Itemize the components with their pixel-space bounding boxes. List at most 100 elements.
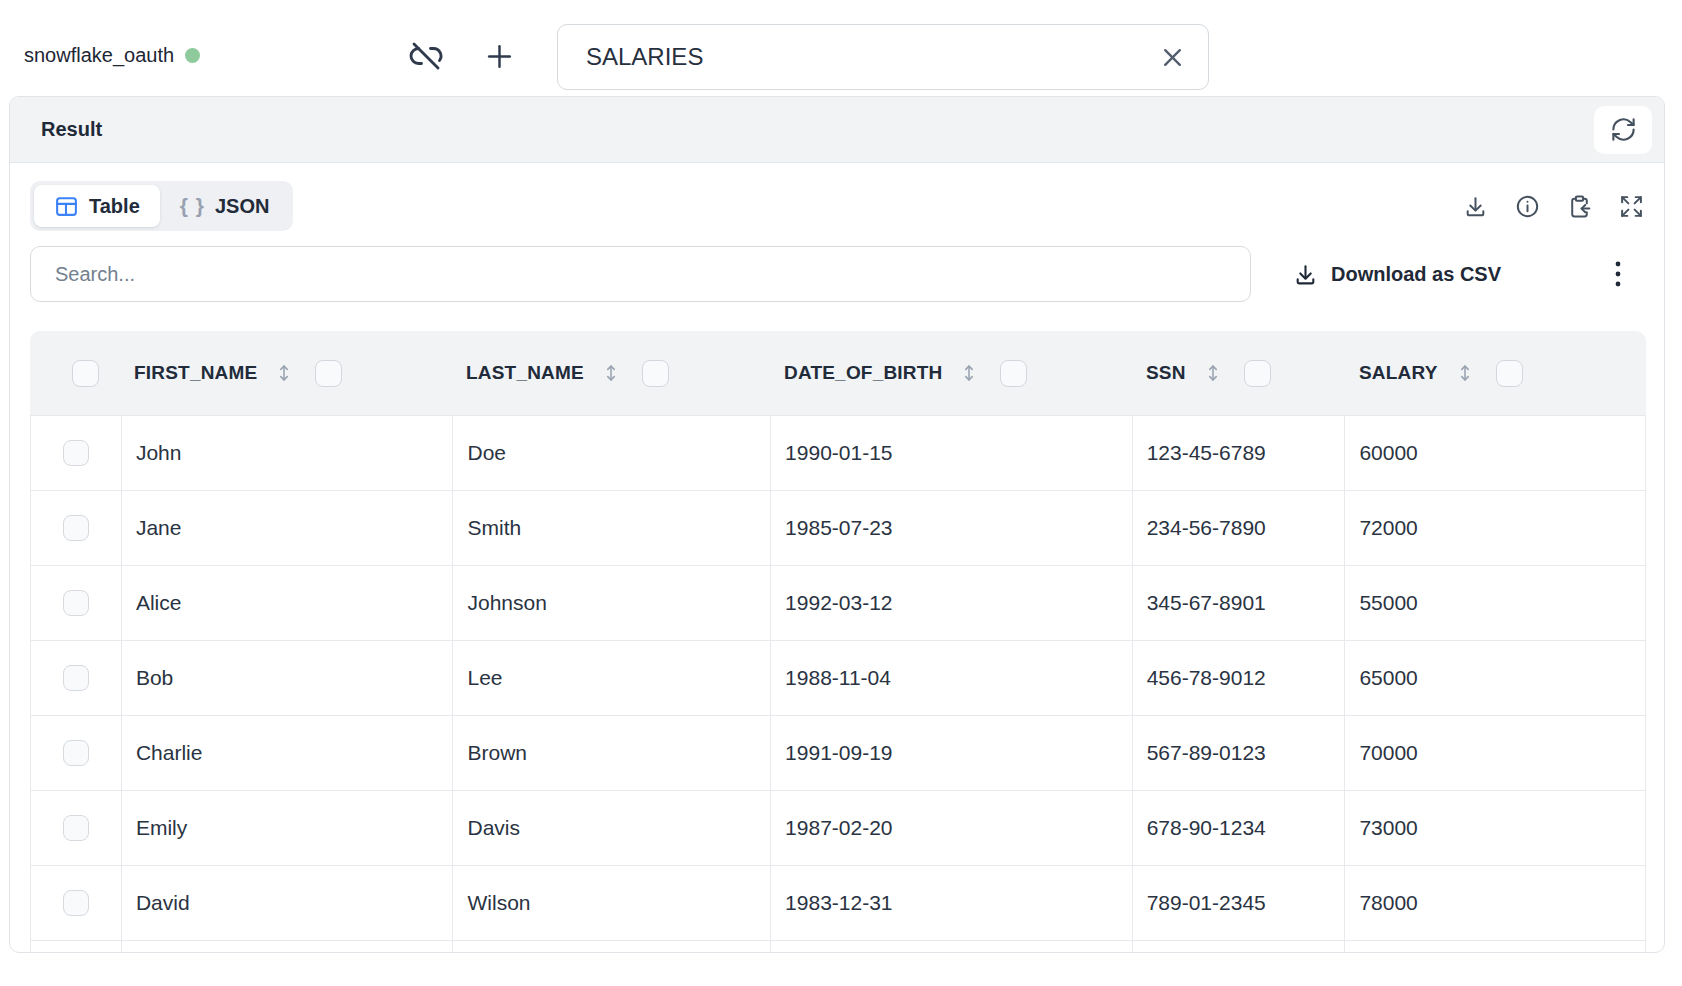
header-cell: LAST_NAME <box>452 331 770 415</box>
paste-result-icon[interactable] <box>1567 194 1592 219</box>
cell: John <box>121 416 453 490</box>
info-icon[interactable] <box>1515 194 1540 219</box>
cell: Smith <box>452 491 770 565</box>
more-menu-icon[interactable] <box>1614 258 1622 290</box>
row-checkbox[interactable] <box>63 440 89 466</box>
column-label: DATE_OF_BIRTH <box>784 362 942 384</box>
row-checkbox[interactable] <box>63 515 89 541</box>
column-checkbox[interactable] <box>315 360 342 387</box>
sort-icon[interactable] <box>273 362 295 384</box>
row-select-cell <box>31 416 121 490</box>
header-cell: SALARY <box>1345 331 1646 415</box>
cell: Emily <box>121 791 453 865</box>
download-icon[interactable] <box>1463 194 1488 219</box>
row-checkbox[interactable] <box>63 665 89 691</box>
cell: 78000 <box>1344 866 1645 940</box>
disconnect-icon[interactable] <box>408 38 444 74</box>
clear-input-icon[interactable] <box>1159 44 1186 71</box>
row-checkbox[interactable] <box>63 890 89 916</box>
cell: 55000 <box>1344 566 1645 640</box>
connection-name: snowflake_oauth <box>24 44 174 67</box>
refresh-button[interactable] <box>1594 106 1652 154</box>
cell <box>1132 941 1345 953</box>
table-row: EmilyDavis1987-02-20678-90-123473000 <box>31 790 1645 865</box>
search-input[interactable] <box>30 246 1251 302</box>
refresh-icon <box>1610 116 1637 143</box>
result-header-bar: Result <box>10 97 1664 163</box>
cell: 1992-03-12 <box>770 566 1132 640</box>
tab-table[interactable]: Table <box>34 185 160 227</box>
view-tab-group: Table { } JSON <box>30 181 293 231</box>
cell: 456-78-9012 <box>1132 641 1345 715</box>
sort-icon[interactable] <box>1202 362 1224 384</box>
column-label: FIRST_NAME <box>134 362 257 384</box>
cell: 567-89-0123 <box>1132 716 1345 790</box>
cell: 60000 <box>1344 416 1645 490</box>
table-body: JohnDoe1990-01-15123-45-678960000JaneSmi… <box>30 415 1646 953</box>
table-view-icon <box>54 194 79 219</box>
row-select-cell <box>31 716 121 790</box>
row-select-cell <box>31 866 121 940</box>
column-checkbox[interactable] <box>1496 360 1523 387</box>
cell: Brown <box>452 716 770 790</box>
cell: 1983-12-31 <box>770 866 1132 940</box>
row-select-cell <box>31 491 121 565</box>
header-cell: DATE_OF_BIRTH <box>770 331 1132 415</box>
add-tab-icon[interactable] <box>484 41 515 72</box>
cell: Jane <box>121 491 453 565</box>
cell: 345-67-8901 <box>1132 566 1345 640</box>
row-checkbox[interactable] <box>63 590 89 616</box>
sort-icon[interactable] <box>600 362 622 384</box>
cell <box>121 941 453 953</box>
cell: 72000 <box>1344 491 1645 565</box>
cell <box>1344 941 1645 953</box>
cell: Lee <box>452 641 770 715</box>
cell: 1988-11-04 <box>770 641 1132 715</box>
fullscreen-icon[interactable] <box>1619 194 1644 219</box>
header-cell-select <box>30 331 120 415</box>
tab-json[interactable]: { } JSON <box>160 185 290 227</box>
header-cell: FIRST_NAME <box>120 331 452 415</box>
table-name-input[interactable]: SALARIES <box>557 24 1209 90</box>
cell: 234-56-7890 <box>1132 491 1345 565</box>
table-row: JaneSmith1985-07-23234-56-789072000 <box>31 490 1645 565</box>
row-checkbox[interactable] <box>63 740 89 766</box>
cell: David <box>121 866 453 940</box>
result-table: FIRST_NAME LAST_NAME DATE_OF_BIRTH SSN SALAR… <box>30 331 1646 953</box>
column-label: SSN <box>1146 362 1186 384</box>
connection-status-dot <box>185 48 200 63</box>
cell: Johnson <box>452 566 770 640</box>
top-bar: snowflake_oauth SALARIES <box>0 0 1682 96</box>
cell: Alice <box>121 566 453 640</box>
connection-info[interactable]: snowflake_oauth <box>24 44 200 67</box>
sort-icon[interactable] <box>1454 362 1476 384</box>
cell <box>452 941 770 953</box>
column-label: LAST_NAME <box>466 362 584 384</box>
json-view-icon: { } <box>180 194 205 218</box>
row-select-cell <box>31 941 121 953</box>
cell: 1990-01-15 <box>770 416 1132 490</box>
table-row: BobLee1988-11-04456-78-901265000 <box>31 640 1645 715</box>
table-row-partial <box>31 940 1645 953</box>
column-checkbox[interactable] <box>1000 360 1027 387</box>
cell: Wilson <box>452 866 770 940</box>
cell <box>770 941 1132 953</box>
cell: 1985-07-23 <box>770 491 1132 565</box>
download-csv-button[interactable]: Download as CSV <box>1293 262 1501 287</box>
table-row: CharlieBrown1991-09-19567-89-012370000 <box>31 715 1645 790</box>
result-title: Result <box>41 118 102 141</box>
select-all-checkbox[interactable] <box>72 360 99 387</box>
table-row: DavidWilson1983-12-31789-01-234578000 <box>31 865 1645 940</box>
table-name-value: SALARIES <box>586 43 703 71</box>
sort-icon[interactable] <box>958 362 980 384</box>
result-action-icons <box>1463 194 1644 219</box>
table-header: FIRST_NAME LAST_NAME DATE_OF_BIRTH SSN SALAR… <box>30 331 1646 415</box>
row-checkbox[interactable] <box>63 815 89 841</box>
view-row: Table { } JSON <box>30 181 1644 231</box>
cell: 678-90-1234 <box>1132 791 1345 865</box>
column-label: SALARY <box>1359 362 1438 384</box>
column-checkbox[interactable] <box>642 360 669 387</box>
row-select-cell <box>31 791 121 865</box>
tab-json-label: JSON <box>215 195 269 218</box>
column-checkbox[interactable] <box>1244 360 1271 387</box>
